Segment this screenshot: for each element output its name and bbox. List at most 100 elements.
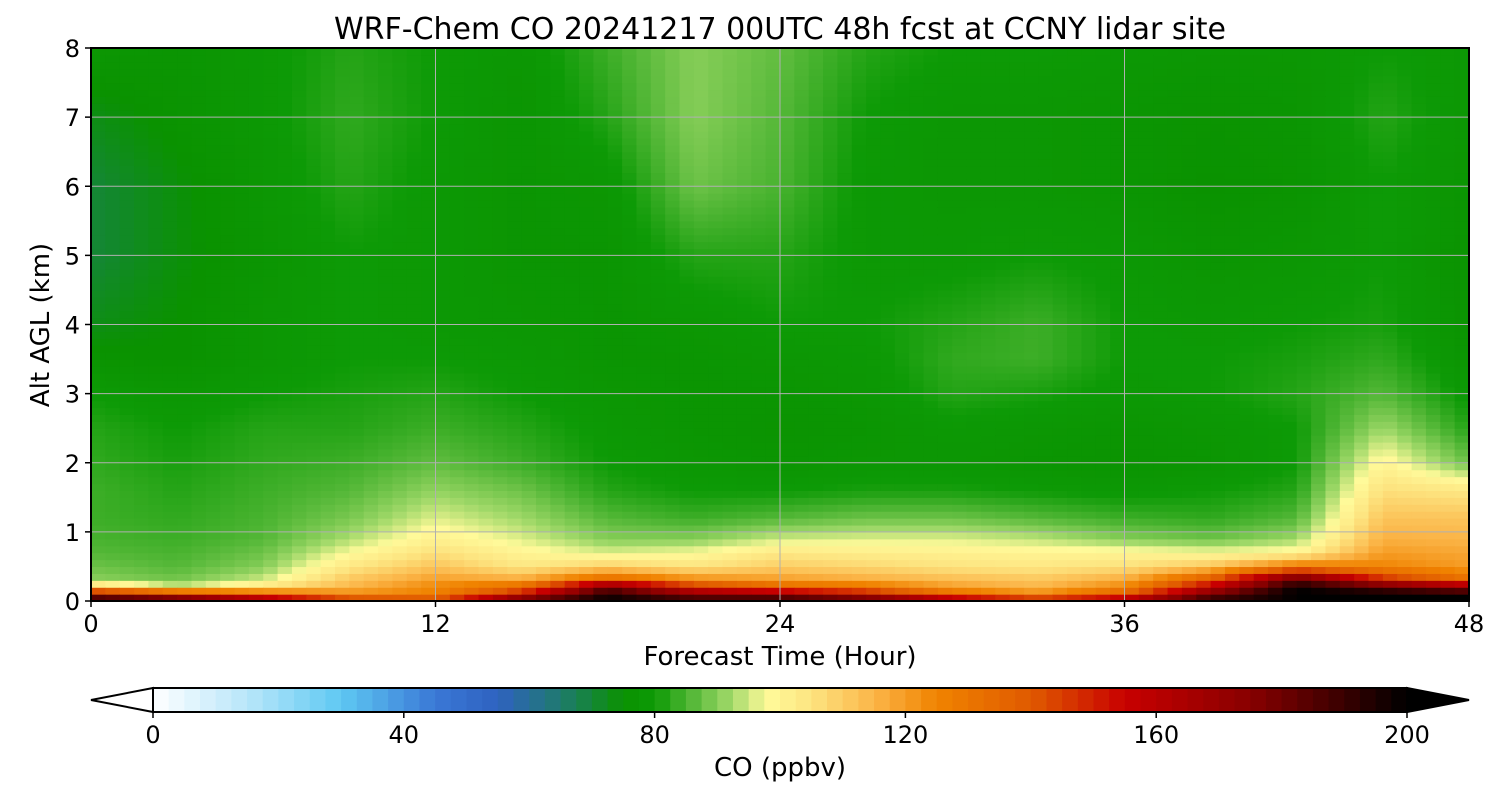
heatmap-cell [349,137,365,146]
heatmap-cell [449,379,465,388]
heatmap-cell [851,206,867,215]
heatmap-cell [234,407,250,415]
heatmap-cell [392,352,408,360]
heatmap-cell [335,130,350,139]
heatmap-cell [277,407,293,415]
heatmap-cell [148,469,164,478]
heatmap-cell [464,331,480,339]
heatmap-cell [306,82,322,91]
heatmap-cell [449,372,465,381]
heatmap-cell [550,462,566,471]
heatmap-cell [492,248,508,256]
heatmap-cell [866,206,882,215]
heatmap-cell [751,289,767,298]
heatmap-cell [564,289,580,298]
heatmap-cell [205,566,221,574]
heatmap-cell [837,462,853,471]
heatmap-cell [306,331,322,339]
heatmap-cell [464,96,480,104]
heatmap-cell [622,234,638,243]
heatmap-cell [507,61,523,70]
heatmap-cell [765,200,781,208]
heatmap-cell [521,75,537,84]
heatmap-cell [622,206,638,215]
heatmap-cell [564,490,580,498]
heatmap-cell [579,186,594,194]
heatmap-cell [335,137,350,146]
heatmap-cell [320,206,336,215]
heatmap-cell [521,96,537,104]
heatmap-cell [521,82,537,91]
heatmap-cell [306,442,322,450]
heatmap-cell [91,303,106,312]
heatmap-cell [349,511,365,519]
heatmap-cell [708,296,724,305]
heatmap-cell [263,206,279,215]
heatmap-cell [392,511,408,519]
heatmap-cell [406,276,422,284]
heatmap-cell [320,442,336,450]
heatmap-cell [550,352,566,360]
heatmap-cell [535,110,551,118]
heatmap-cell [306,587,322,595]
heatmap-cell [119,386,135,395]
heatmap-cell [535,345,551,353]
heatmap-cell [320,303,336,312]
heatmap-cell [521,497,537,505]
heatmap-cell [464,587,480,595]
heatmap-cell [851,158,867,167]
heatmap-cell [866,165,882,174]
heatmap-cell [177,54,193,63]
heatmap-cell [851,365,867,374]
heatmap-cell [234,48,250,56]
heatmap-cell [435,248,451,256]
heatmap-cell [708,379,724,388]
heatmap-cell [263,455,279,464]
heatmap-cell [736,269,752,277]
heatmap-cell [91,103,106,111]
heatmap-cell [263,324,279,333]
heatmap-cell [162,538,178,547]
heatmap-cell [507,206,523,215]
heatmap-cell [464,338,480,346]
heatmap-cell [449,490,465,498]
heatmap-cell [794,89,810,97]
heatmap-cell [765,165,781,174]
heatmap-cell [808,421,824,429]
heatmap-cell [248,524,264,533]
heatmap-cell [148,379,164,388]
heatmap-cell [650,324,666,333]
heatmap-cell [794,372,810,381]
heatmap-cell [248,594,264,601]
heatmap-cell [880,324,896,333]
heatmap-cell [780,303,795,312]
heatmap-cell [277,303,293,312]
heatmap-cell [808,428,824,436]
heatmap-cell [492,462,508,471]
heatmap-cell [923,269,939,277]
heatmap-cell [894,158,910,167]
heatmap-cell [378,130,394,139]
heatmap-cell [722,538,738,547]
heatmap-cell [105,255,121,263]
heatmap-cell [751,552,767,561]
heatmap-cell [134,573,150,581]
heatmap-cell [909,352,925,360]
heatmap-cell [794,428,810,436]
heatmap-cell [105,497,121,505]
heatmap-cell [464,490,480,498]
heatmap-cell [564,455,580,464]
heatmap-cell [851,594,867,601]
heatmap-cell [579,68,594,77]
heatmap-cell [220,352,236,360]
heatmap-cell [148,248,164,256]
heatmap-cell [449,531,465,540]
heatmap-cell [363,54,379,63]
heatmap-cell [837,179,853,187]
heatmap-cell [823,110,839,118]
heatmap-cell [937,61,953,70]
heatmap-cell [134,448,150,457]
heatmap-cell [162,331,178,339]
heatmap-cell [449,365,465,374]
heatmap-cell [851,165,867,174]
